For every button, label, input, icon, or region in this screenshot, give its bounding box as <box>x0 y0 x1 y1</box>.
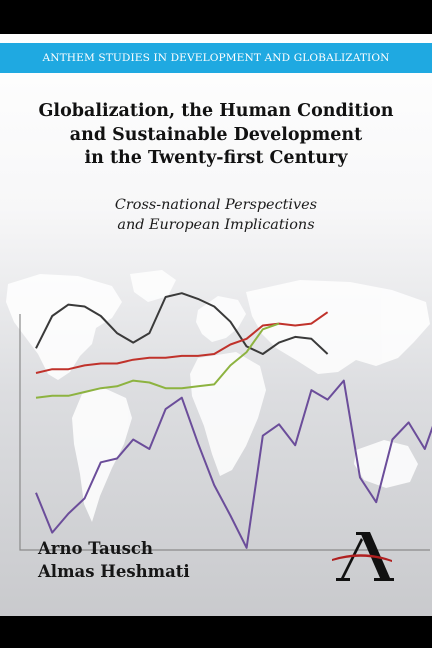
anthem-a-logo-icon <box>332 532 394 581</box>
asia-shape <box>246 280 430 374</box>
series-band: ANTHEM STUDIES IN DEVELOPMENT AND GLOBAL… <box>0 43 432 73</box>
title-line: in the Twenty-first Century <box>84 148 348 168</box>
logo-thick-stroke <box>360 532 390 578</box>
decorative-trend-lines <box>35 292 432 549</box>
book-title: Globalization, the Human Condition and S… <box>0 100 432 171</box>
subtitle-line: and European Implications <box>117 216 315 233</box>
world-map-graphic <box>6 270 430 522</box>
north-america-shape <box>6 274 122 380</box>
trend-line-4 <box>35 379 432 549</box>
author-name: Almas Heshmati <box>38 562 190 581</box>
author-name: Arno Tausch <box>38 539 153 558</box>
europe-shape <box>196 296 246 342</box>
trend-line-1 <box>35 292 329 355</box>
subtitle-line: Cross-national Perspectives <box>114 197 318 213</box>
logo-thin-stroke <box>341 538 363 578</box>
greenland-shape <box>130 270 176 302</box>
africa-shape <box>190 352 266 476</box>
chart-axis-frame <box>19 314 430 551</box>
cover-artwork <box>6 270 432 551</box>
author-list: Arno Tausch Almas Heshmati <box>38 537 190 583</box>
title-line: Globalization, the Human Condition <box>38 101 394 121</box>
logo-crossbar <box>332 554 392 562</box>
book-subtitle: Cross-national Perspectives and European… <box>0 196 432 235</box>
logo-base-serif <box>336 578 394 581</box>
cover-panel: ANTHEM STUDIES IN DEVELOPMENT AND GLOBAL… <box>0 34 432 616</box>
trend-line-3 <box>35 322 280 399</box>
south-america-shape <box>72 388 132 522</box>
title-line: and Sustainable Development <box>69 124 363 145</box>
